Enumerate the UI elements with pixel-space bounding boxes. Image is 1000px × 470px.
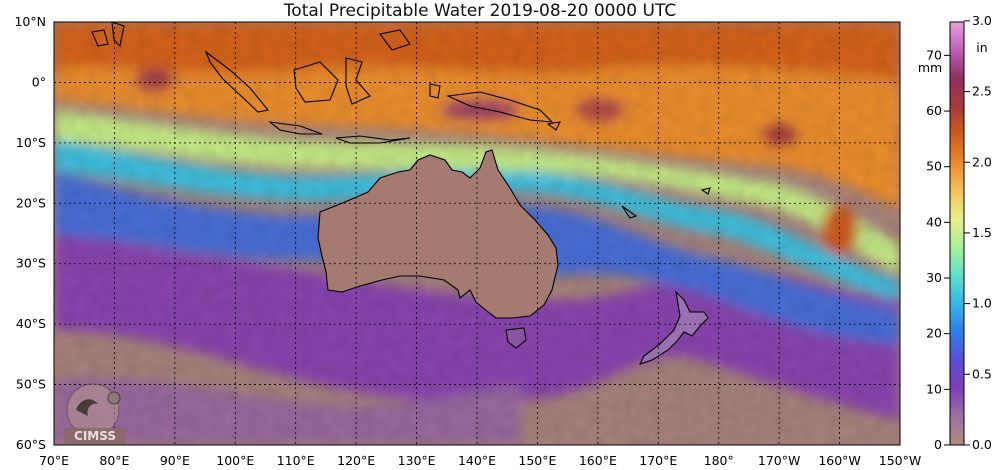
lat-label: 60°S — [16, 437, 46, 452]
lon-label: 150°E — [518, 453, 556, 468]
colorbar-in-tick: 2.0 — [972, 154, 992, 169]
colorbar: 0 10 20 30 40 50 60 70 0.0 0.5 1.0 1.5 2.0 2.5 3.0 mm… — [918, 13, 992, 452]
colorbar-mm-tick: 60 — [926, 103, 942, 118]
globe-icon — [107, 391, 121, 405]
lat-label: 30°S — [16, 256, 46, 271]
lon-label: 170°W — [758, 453, 800, 468]
colorbar-in-tick: 2.5 — [972, 84, 992, 99]
colorbar-gradient — [949, 21, 965, 446]
colorbar-mm-tick: 0 — [934, 437, 942, 452]
cimss-logo: CIMSS — [64, 383, 126, 444]
lat-lon-grid — [54, 22, 900, 445]
lat-label: 0° — [32, 74, 46, 89]
lon-label: 160°W — [818, 453, 860, 468]
colorbar-mm-tick: 70 — [926, 47, 942, 62]
lat-label: 10°N — [14, 14, 46, 29]
lon-label: 130°E — [398, 453, 436, 468]
colorbar-mm-tick: 10 — [926, 381, 942, 396]
colorbar-in-tick: 1.5 — [972, 225, 992, 240]
colorbar-in-tick: 3.0 — [972, 13, 992, 28]
colorbar-mm-tick: 50 — [926, 159, 942, 174]
colorbar-mm-tick: 40 — [926, 214, 942, 229]
lon-label: 120°E — [337, 453, 375, 468]
map-title: Total Precipitable Water 2019-08-20 0000… — [283, 1, 677, 21]
logo-text: CIMSS — [74, 429, 116, 443]
longitude-labels: 70°E 80°E 90°E 100°E 110°E 120°E 130°E 140°E 150… — [39, 453, 921, 468]
lat-label: 10°S — [16, 135, 46, 150]
tasmania-land — [505, 327, 527, 349]
lon-label: 70°E — [39, 453, 69, 468]
lon-label: 180° — [704, 453, 734, 468]
map-frame — [53, 21, 901, 446]
lon-label: 150°W — [879, 453, 921, 468]
lon-label: 160°E — [579, 453, 617, 468]
lon-label: 110°E — [277, 453, 315, 468]
colorbar-in-tick: 0.0 — [972, 437, 992, 452]
colorbar-in-unit: in — [976, 40, 987, 55]
satellite-swirl-icon — [76, 399, 98, 416]
island-outlines — [91, 22, 711, 219]
colorbar-mm-tick: 30 — [926, 270, 942, 285]
lon-label: 80°E — [99, 453, 129, 468]
lon-label: 140°E — [458, 453, 496, 468]
colorbar-in-tick: 1.0 — [972, 296, 992, 311]
colorbar-in-tick: 0.5 — [972, 366, 992, 381]
colorbar-mm-tick: 20 — [926, 326, 942, 341]
colorbar-mm-unit: mm — [918, 60, 942, 75]
new-zealand-land — [638, 290, 709, 365]
colorbar-in-ticks: 0.0 0.5 1.0 1.5 2.0 2.5 3.0 — [964, 13, 992, 452]
latitude-labels: 10°N 0° 10°S 20°S 30°S 40°S 50°S 60°S — [14, 14, 46, 452]
lat-label: 40°S — [16, 316, 46, 331]
colorbar-mm-ticks: 0 10 20 30 40 50 60 70 — [926, 47, 950, 452]
lat-label: 50°S — [16, 377, 46, 392]
lon-label: 100°E — [216, 453, 254, 468]
lon-label: 170°E — [639, 453, 677, 468]
lon-label: 90°E — [160, 453, 190, 468]
australia-land — [317, 149, 559, 319]
lat-label: 20°S — [16, 195, 46, 210]
